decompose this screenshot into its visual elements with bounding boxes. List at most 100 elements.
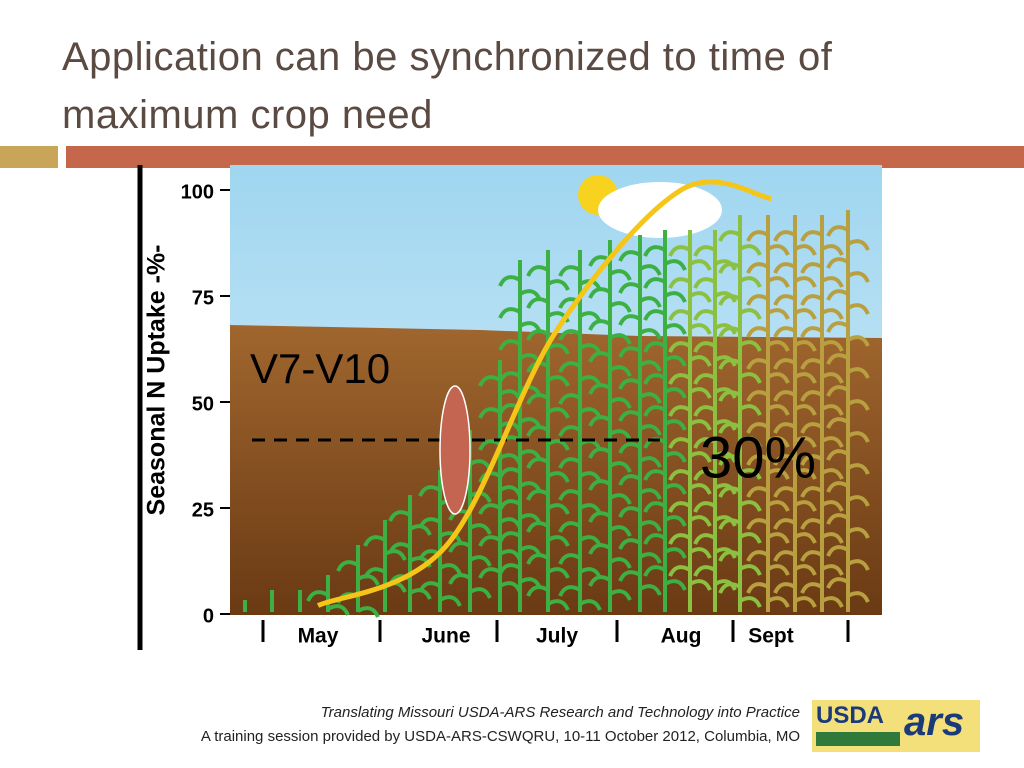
corn-leaf [746, 582, 790, 608]
corn-leaf [588, 383, 632, 409]
corn-leaf [693, 405, 737, 431]
corn-leaf [718, 326, 762, 352]
corn-leaf [588, 479, 632, 505]
corn-leaf [418, 581, 462, 607]
corn-leaf [800, 582, 844, 608]
y-tick-label: 75 [192, 287, 214, 309]
corn-leaf [773, 262, 817, 288]
corn-leaf [718, 486, 762, 512]
y-tick-label: 25 [192, 499, 214, 521]
corn-leaf [618, 410, 662, 436]
annotation: V7-V10 [250, 345, 390, 392]
x-tick-label: June [421, 625, 470, 648]
corn-leaf [526, 489, 570, 515]
corn-leaf [800, 326, 844, 352]
corn-leaf [693, 533, 737, 559]
corn-leaf [588, 415, 632, 441]
corn-leaf [718, 230, 762, 256]
corn-leaf [588, 543, 632, 569]
corn-leaf [800, 518, 844, 544]
corn-leaf [800, 262, 844, 288]
logo-ars: ars [904, 700, 965, 744]
corn-leaf [526, 297, 570, 323]
corn-leaf [668, 277, 712, 303]
corn-leaf [718, 454, 762, 480]
corn-leaf [718, 390, 762, 416]
corn-leaf [588, 447, 632, 473]
corn-leaf [800, 230, 844, 256]
corn-plants [243, 210, 870, 618]
y-tick-label: 0 [203, 605, 214, 627]
corn-leaf [718, 262, 762, 288]
corn-leaf [800, 550, 844, 576]
corn-leaf [718, 550, 762, 576]
uptake-curve [316, 179, 772, 608]
corn-leaf [618, 442, 662, 468]
corn-leaf [643, 565, 687, 591]
corn-leaf [618, 474, 662, 500]
corn-leaf [693, 565, 737, 591]
x-tick-label: July [536, 625, 578, 648]
corn-leaf [826, 577, 870, 603]
corn-leaf [336, 560, 380, 586]
corn-leaf [826, 545, 870, 571]
corn-leaf [773, 294, 817, 320]
corn-leaf [588, 351, 632, 377]
corn-leaf [588, 287, 632, 313]
corn-leaf [363, 535, 407, 561]
corn-leaf [618, 250, 662, 276]
corn-leaf [643, 245, 687, 271]
corn-leaf [746, 422, 790, 448]
corn-leaf [306, 590, 350, 616]
corn-leaf [668, 309, 712, 335]
corn-leaf [800, 422, 844, 448]
accent-bar [0, 146, 58, 168]
corn-leaf [773, 454, 817, 480]
corn-leaf [668, 373, 712, 399]
highlight-ellipse [439, 385, 471, 515]
corn-leaf [668, 469, 712, 495]
logo-stripe [816, 732, 900, 746]
footer-line: A training session provided by USDA-ARS-… [200, 728, 800, 745]
corn-leaf [643, 405, 687, 431]
corn-leaf [668, 501, 712, 527]
corn-leaf [826, 321, 870, 347]
y-axis-label: Seasonal N Uptake -%- [143, 245, 171, 516]
corn-leaf [800, 454, 844, 480]
corn-leaf [588, 511, 632, 537]
chart: 0 25 50 75 100 Seasonal N Uptake -%- May June Ju… [137, 165, 882, 650]
corn-leaf [746, 550, 790, 576]
corn-leaf [526, 457, 570, 483]
corn-leaf [718, 422, 762, 448]
corn-leaf [643, 469, 687, 495]
corn-leaf [826, 257, 870, 283]
corn-leaf [773, 326, 817, 352]
soil [230, 325, 882, 615]
corn-leaf [526, 265, 570, 291]
corn-leaf [643, 277, 687, 303]
corn-leaf [618, 378, 662, 404]
corn-leaf [746, 262, 790, 288]
corn-leaf [643, 501, 687, 527]
corn-leaf [668, 405, 712, 431]
corn-leaf [526, 553, 570, 579]
corn-leaf [668, 533, 712, 559]
corn-leaf [418, 517, 462, 543]
corn-leaf [693, 309, 737, 335]
corn-leaf [693, 245, 737, 271]
corn-leaf [643, 309, 687, 335]
corn-leaf [526, 585, 570, 611]
corn-leaf [773, 550, 817, 576]
corn-leaf [746, 326, 790, 352]
corn-leaf [618, 570, 662, 596]
x-tick-label: Aug [661, 625, 702, 648]
corn-leaf [746, 294, 790, 320]
corn-leaf [826, 225, 870, 251]
corn-leaf [826, 481, 870, 507]
corn-leaf [526, 329, 570, 355]
corn-leaf [773, 518, 817, 544]
corn-leaf [618, 506, 662, 532]
corn-leaf [773, 358, 817, 384]
corn-leaf [693, 437, 737, 463]
